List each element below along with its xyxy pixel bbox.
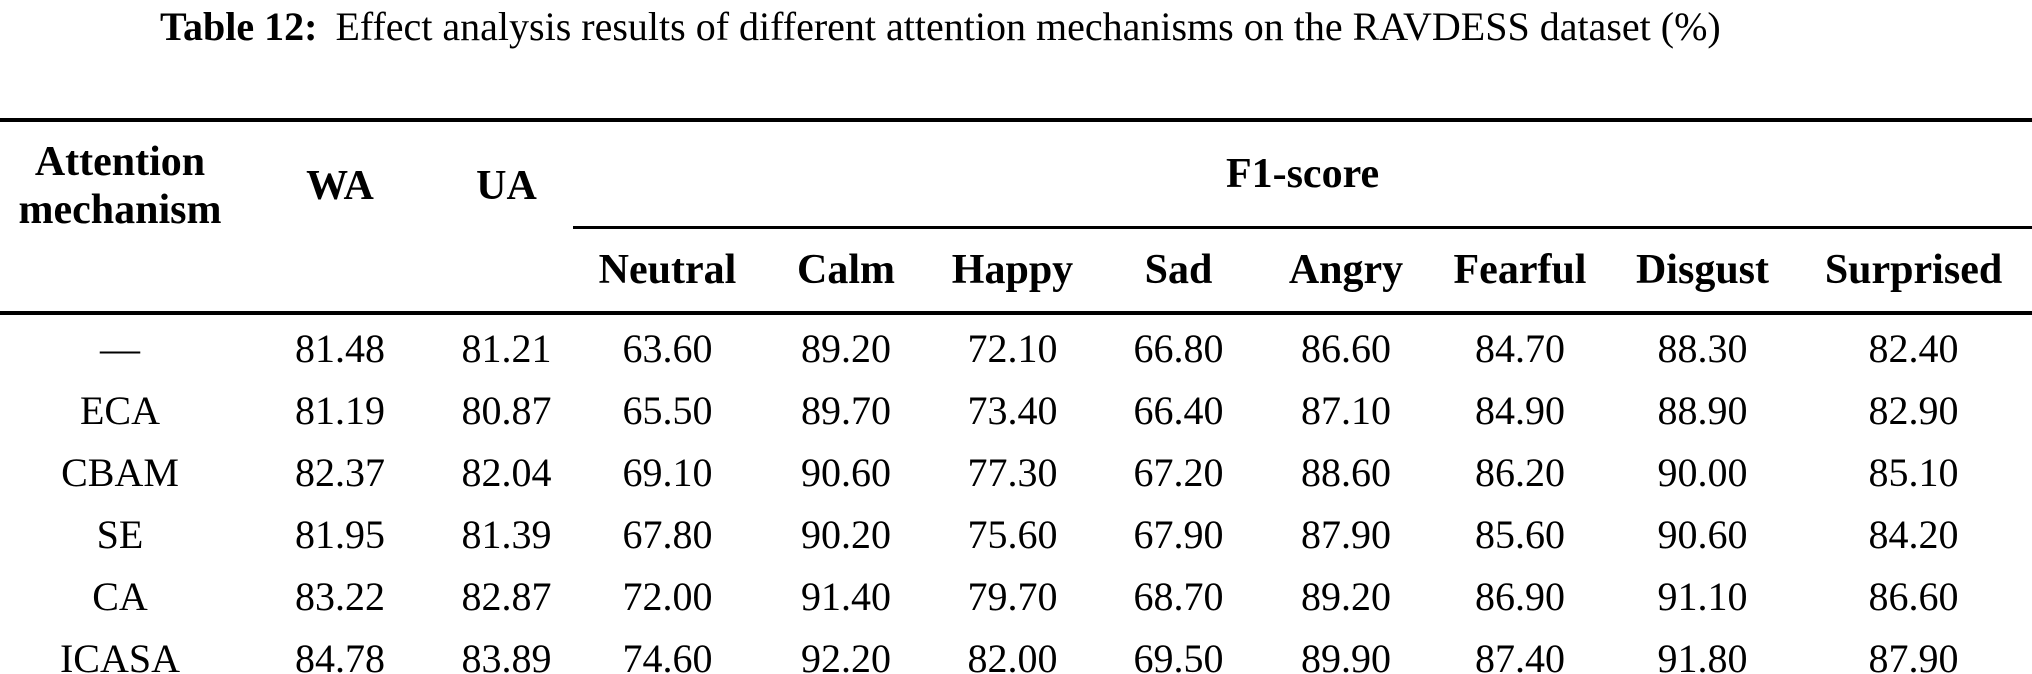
cell-happy: 79.70 bbox=[967, 573, 1058, 619]
cell-fearful: 84.90 bbox=[1475, 387, 1565, 433]
cell-ua: 81.21 bbox=[461, 325, 552, 371]
row-header-mechanism: ICASA bbox=[59, 635, 181, 674]
cell-surprised: 82.90 bbox=[1868, 387, 1959, 433]
cell-disgust: 90.60 bbox=[1657, 511, 1748, 557]
cell-neutral: 72.00 bbox=[622, 573, 713, 619]
cell-neutral: 69.10 bbox=[622, 449, 713, 495]
cell-neutral: 63.60 bbox=[622, 325, 713, 371]
cell-wa: 84.78 bbox=[295, 635, 385, 674]
cell-wa: 82.37 bbox=[295, 449, 385, 495]
cell-disgust: 91.80 bbox=[1657, 635, 1748, 674]
cell-disgust: 88.30 bbox=[1657, 325, 1748, 371]
cell-wa: 83.22 bbox=[295, 573, 385, 619]
cell-calm: 90.60 bbox=[801, 449, 891, 495]
table-row: SE 81.95 81.39 67.80 90.20 75.60 67.90 8… bbox=[0, 501, 2032, 563]
cell-angry: 88.60 bbox=[1301, 449, 1391, 495]
col-header-f1-score: F1-score bbox=[573, 120, 2032, 229]
cell-ua: 81.39 bbox=[461, 511, 552, 557]
row-header-mechanism: — bbox=[100, 325, 140, 371]
cell-sad: 66.40 bbox=[1133, 387, 1224, 433]
cell-surprised: 86.60 bbox=[1868, 573, 1959, 619]
col-header-disgust: Disgust bbox=[1610, 227, 1795, 315]
cell-angry: 89.90 bbox=[1301, 635, 1391, 674]
cell-disgust: 90.00 bbox=[1657, 449, 1748, 495]
cell-happy: 82.00 bbox=[967, 635, 1058, 674]
cell-fearful: 86.90 bbox=[1475, 573, 1565, 619]
cell-sad: 69.50 bbox=[1133, 635, 1224, 674]
table-row: CA 83.22 82.87 72.00 91.40 79.70 68.70 8… bbox=[0, 563, 2032, 625]
col-header-neutral: Neutral bbox=[573, 227, 762, 315]
row-header-mechanism: ECA bbox=[80, 387, 160, 433]
cell-wa: 81.19 bbox=[295, 387, 385, 433]
cell-wa: 81.95 bbox=[295, 511, 385, 557]
table-row: — 81.48 81.21 63.60 89.20 72.10 66.80 86… bbox=[0, 313, 2032, 377]
col-header-angry: Angry bbox=[1262, 227, 1430, 315]
col-header-ua: UA bbox=[440, 120, 573, 315]
col-header-attention-mechanism: Attention mechanism bbox=[0, 120, 240, 315]
cell-neutral: 74.60 bbox=[622, 635, 713, 674]
cell-angry: 87.90 bbox=[1301, 511, 1391, 557]
caption-label: Table 12: bbox=[160, 4, 318, 49]
cell-happy: 75.60 bbox=[967, 511, 1058, 557]
cell-surprised: 85.10 bbox=[1868, 449, 1959, 495]
cell-angry: 89.20 bbox=[1301, 573, 1391, 619]
col-header-calm: Calm bbox=[762, 227, 930, 315]
row-header-mechanism: CA bbox=[92, 573, 148, 619]
col-header-happy: Happy bbox=[930, 227, 1095, 315]
table-caption: Table 12: Effect analysis results of diff… bbox=[160, 0, 1721, 54]
cell-calm: 89.20 bbox=[801, 325, 891, 371]
cell-sad: 67.90 bbox=[1133, 511, 1224, 557]
header-row-top: Attention mechanism WA UA F1-score bbox=[0, 120, 2032, 315]
cell-fearful: 85.60 bbox=[1475, 511, 1565, 557]
cell-surprised: 84.20 bbox=[1868, 511, 1959, 557]
caption-text: Effect analysis results of different att… bbox=[335, 4, 1721, 49]
col-header-wa: WA bbox=[240, 120, 440, 315]
results-table: Attention mechanism WA UA F1-score Neutr… bbox=[0, 118, 2032, 674]
cell-sad: 66.80 bbox=[1133, 325, 1224, 371]
cell-happy: 73.40 bbox=[967, 387, 1058, 433]
table-row: ICASA 84.78 83.89 74.60 92.20 82.00 69.5… bbox=[0, 625, 2032, 674]
cell-happy: 72.10 bbox=[967, 325, 1058, 371]
row-header-mechanism: CBAM bbox=[61, 449, 179, 495]
cell-sad: 67.20 bbox=[1133, 449, 1224, 495]
cell-disgust: 88.90 bbox=[1657, 387, 1748, 433]
cell-calm: 89.70 bbox=[801, 387, 891, 433]
cell-surprised: 87.90 bbox=[1868, 635, 1959, 674]
cell-neutral: 65.50 bbox=[622, 387, 713, 433]
cell-fearful: 84.70 bbox=[1475, 325, 1565, 371]
cell-calm: 91.40 bbox=[801, 573, 891, 619]
cell-fearful: 87.40 bbox=[1475, 635, 1565, 674]
cell-angry: 87.10 bbox=[1301, 387, 1391, 433]
cell-neutral: 67.80 bbox=[622, 511, 713, 557]
col-header-surprised: Surprised bbox=[1795, 227, 2032, 315]
cell-disgust: 91.10 bbox=[1657, 573, 1748, 619]
cell-ua: 83.89 bbox=[461, 635, 552, 674]
cell-wa: 81.48 bbox=[295, 325, 385, 371]
col-header-fearful: Fearful bbox=[1430, 227, 1610, 315]
cell-fearful: 86.20 bbox=[1475, 449, 1565, 495]
cell-calm: 90.20 bbox=[801, 511, 891, 557]
cell-sad: 68.70 bbox=[1133, 573, 1224, 619]
row-header-mechanism: SE bbox=[96, 511, 144, 557]
col-header-sad: Sad bbox=[1095, 227, 1262, 315]
table-row: CBAM 82.37 82.04 69.10 90.60 77.30 67.20… bbox=[0, 439, 2032, 501]
cell-surprised: 82.40 bbox=[1868, 325, 1959, 371]
cell-angry: 86.60 bbox=[1301, 325, 1391, 371]
table-row: ECA 81.19 80.87 65.50 89.70 73.40 66.40 … bbox=[0, 377, 2032, 439]
cell-ua: 82.87 bbox=[461, 573, 552, 619]
cell-happy: 77.30 bbox=[967, 449, 1058, 495]
cell-ua: 80.87 bbox=[461, 387, 552, 433]
cell-calm: 92.20 bbox=[801, 635, 891, 674]
cell-ua: 82.04 bbox=[461, 449, 552, 495]
header-row-emotions: Neutral Calm Happy Sad Angry Fearful Dis… bbox=[0, 227, 2032, 315]
